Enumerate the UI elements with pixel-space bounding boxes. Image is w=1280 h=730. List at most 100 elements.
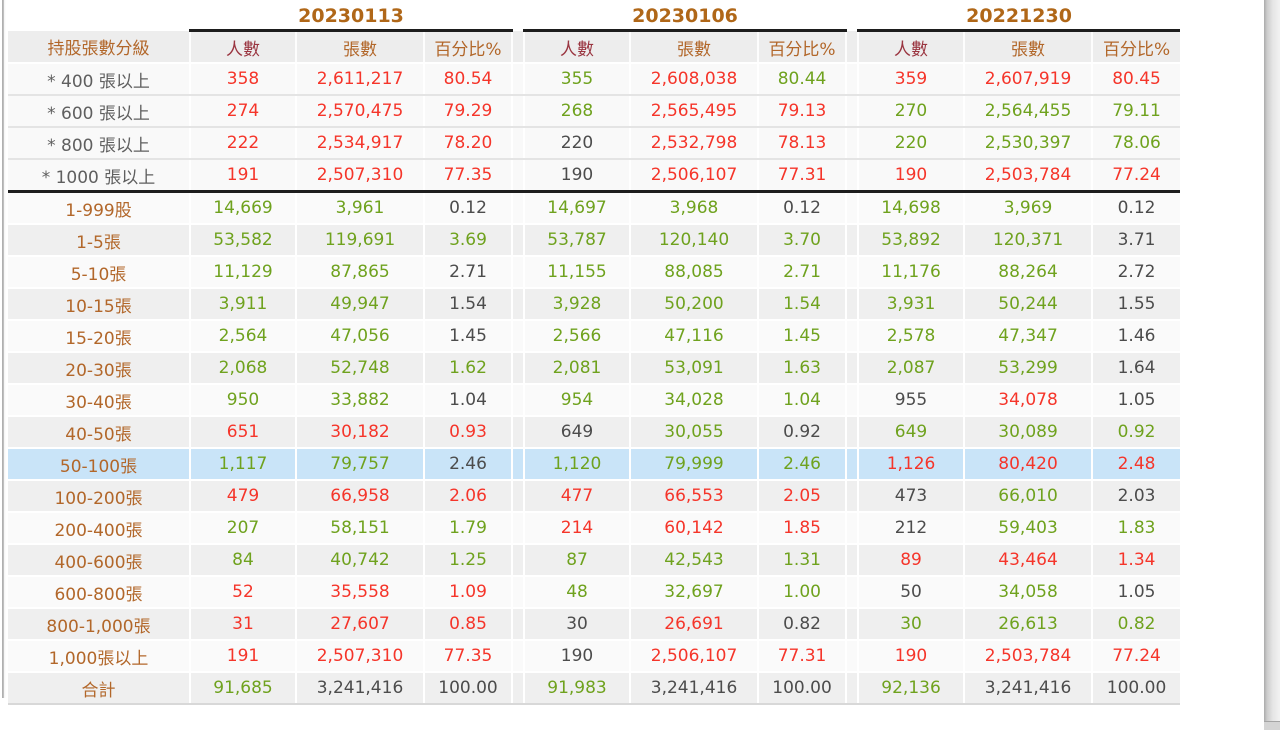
group-gap (846, 30, 860, 64)
percent-header: 百分比% (758, 30, 848, 64)
table-row[interactable]: 1-999股 14,669 3,961 0.12 14,697 3,968 0.12 14,6… (8, 191, 1181, 225)
cell-units: 3,241,416 (630, 672, 760, 705)
cell-people: 651 (190, 416, 297, 449)
cell-percent: 0.82 (1092, 608, 1181, 641)
cell-percent: 3.70 (758, 224, 848, 257)
group-gap (512, 640, 526, 673)
cell-units: 2,532,798 (630, 127, 760, 160)
table-row[interactable]: * 800 張以上 222 2,534,917 78.20 220 2,532,798 78… (8, 127, 1181, 160)
group-gap (846, 2, 859, 31)
cell-people: 11,176 (858, 256, 966, 289)
date-column-group-1: 20230113 (190, 2, 513, 32)
cell-percent: 2.05 (758, 480, 848, 513)
group-gap (846, 608, 860, 641)
cell-units: 53,091 (630, 352, 760, 385)
cell-people: 50 (858, 576, 966, 609)
cell-people: 3,931 (858, 288, 966, 321)
cell-percent: 0.12 (424, 191, 514, 225)
cell-people: 92,136 (858, 672, 966, 705)
group-gap (512, 320, 526, 353)
cell-percent: 1.04 (758, 384, 848, 417)
table-row[interactable]: 400-600張 84 40,742 1.25 87 42,543 1.31 89 43,464… (8, 544, 1181, 577)
cell-people: 190 (524, 640, 632, 673)
row-label: 合計 (8, 672, 191, 705)
cell-units: 58,151 (296, 512, 425, 545)
cell-people: 274 (190, 95, 297, 128)
row-label: 200-400張 (8, 512, 191, 545)
cell-units: 47,056 (296, 320, 425, 353)
table-row[interactable]: 20-30張 2,068 52,748 1.62 2,081 53,091 1.63 2,08… (8, 352, 1181, 385)
group-gap (846, 127, 860, 160)
vertical-scrollbar[interactable] (1264, 0, 1280, 730)
table-row[interactable]: * 400 張以上 358 2,611,217 80.54 355 2,608,038 80… (8, 63, 1181, 96)
cell-percent: 0.82 (758, 608, 848, 641)
cell-percent: 1.34 (1092, 544, 1181, 577)
cell-units: 2,506,107 (630, 159, 760, 193)
cell-percent: 80.44 (758, 63, 848, 96)
table-row[interactable]: 30-40張 950 33,882 1.04 954 34,028 1.04 955 34,07… (8, 384, 1181, 417)
cell-people: 1,126 (858, 448, 966, 481)
shareholder-distribution-table: 20230113 20230106 20221230 持股張數分級 人數 張數 … (8, 2, 1181, 705)
cell-people: 2,081 (524, 352, 632, 385)
table-row[interactable]: 15-20張 2,564 47,056 1.45 2,566 47,116 1.45 2,57… (8, 320, 1181, 353)
table-row[interactable]: 200-400張 207 58,151 1.79 214 60,142 1.85 212 59,… (8, 512, 1181, 545)
units-header: 張數 (296, 30, 425, 64)
cell-percent: 0.92 (758, 416, 848, 449)
group-gap (846, 416, 860, 449)
cell-percent: 77.31 (758, 640, 848, 673)
row-label: * 800 張以上 (8, 127, 191, 160)
group-gap (512, 672, 526, 705)
group-gap (846, 63, 860, 96)
cell-people: 954 (524, 384, 632, 417)
table-row[interactable]: * 600 張以上 274 2,570,475 79.29 268 2,565,495 79… (8, 95, 1181, 128)
cell-units: 2,534,917 (296, 127, 425, 160)
cell-people: 3,928 (524, 288, 632, 321)
percent-header: 百分比% (1092, 30, 1181, 64)
cell-units: 66,010 (964, 480, 1094, 513)
group-gap (512, 576, 526, 609)
cell-percent: 78.13 (758, 127, 848, 160)
table-row[interactable]: 1,000張以上 191 2,507,310 77.35 190 2,506,107 77.… (8, 640, 1181, 673)
cell-units: 88,264 (964, 256, 1094, 289)
cell-percent: 0.12 (1092, 191, 1181, 225)
table-row-highlighted[interactable]: 50-100張 1,117 79,757 2.46 1,120 79,999 2.46 1,1… (8, 448, 1181, 481)
cell-people: 359 (858, 63, 966, 96)
cell-units: 27,607 (296, 608, 425, 641)
table-row[interactable]: 10-15張 3,911 49,947 1.54 3,928 50,200 1.54 3,93… (8, 288, 1181, 321)
table-row[interactable]: 600-800張 52 35,558 1.09 48 32,697 1.00 50 34,058… (8, 576, 1181, 609)
corner-blank (8, 2, 190, 31)
group-gap (846, 448, 860, 481)
units-header: 張數 (630, 30, 760, 64)
table-row[interactable]: 1-5張 53,582 119,691 3.69 53,787 120,140 3.70 53… (8, 224, 1181, 257)
cell-percent: 1.05 (1092, 384, 1181, 417)
cell-percent: 79.13 (758, 95, 848, 128)
group-gap (846, 512, 860, 545)
table-row[interactable]: 800-1,000張 31 27,607 0.85 30 26,691 0.82 30 26,6… (8, 608, 1181, 641)
cell-units: 3,241,416 (964, 672, 1094, 705)
cell-percent: 1.54 (424, 288, 514, 321)
cell-units: 3,961 (296, 191, 425, 225)
cell-percent: 77.35 (424, 640, 514, 673)
table-row[interactable]: 5-10張 11,129 87,865 2.71 11,155 88,085 2.71 11,… (8, 256, 1181, 289)
cell-percent: 1.79 (424, 512, 514, 545)
cell-percent: 77.24 (1092, 640, 1181, 673)
cell-units: 87,865 (296, 256, 425, 289)
table-row[interactable]: 40-50張 651 30,182 0.93 649 30,055 0.92 649 30,08… (8, 416, 1181, 449)
table-row[interactable]: 合計 91,685 3,241,416 100.00 91,983 3,241,416 10… (8, 672, 1181, 705)
cell-percent: 2.46 (424, 448, 514, 481)
cell-units: 60,142 (630, 512, 760, 545)
group-gap (846, 672, 860, 705)
group-gap (846, 352, 860, 385)
cell-units: 59,403 (964, 512, 1094, 545)
cell-units: 2,611,217 (296, 63, 425, 96)
group-gap (846, 191, 860, 225)
table-row[interactable]: * 1000 張以上 191 2,507,310 77.35 190 2,506,107 7… (8, 159, 1181, 193)
cell-units: 79,999 (630, 448, 760, 481)
row-label: 400-600張 (8, 544, 191, 577)
group-gap (846, 480, 860, 513)
table-row[interactable]: 100-200張 479 66,958 2.06 477 66,553 2.05 473 66,… (8, 480, 1181, 513)
cell-percent: 1.09 (424, 576, 514, 609)
cell-people: 53,892 (858, 224, 966, 257)
cell-people: 31 (190, 608, 297, 641)
group-gap (846, 576, 860, 609)
